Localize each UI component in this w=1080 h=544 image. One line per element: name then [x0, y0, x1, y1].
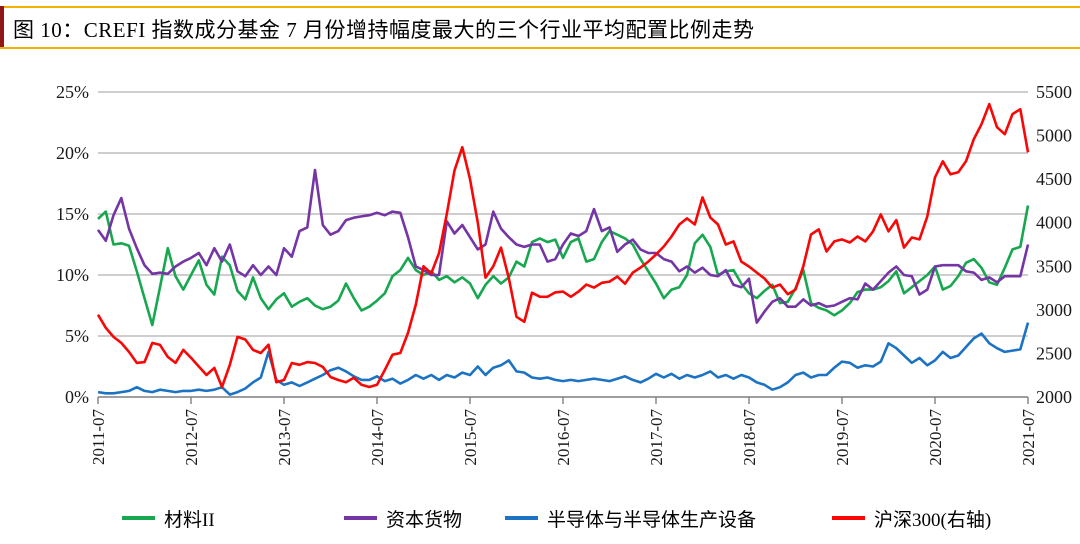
y-right-label: 4500: [1036, 169, 1072, 189]
figure-title: 图 10：CREFI 指数成分基金 7 月份增持幅度最大的三个行业平均配置比例走…: [13, 18, 755, 42]
series-line-materials-ii: [97, 205, 1030, 327]
y-left-label: 25%: [56, 82, 89, 102]
x-tick-label: 2015-07: [461, 409, 480, 466]
legend-label-csi300: 沪深300(右轴): [874, 509, 992, 531]
y-right-label: 3000: [1036, 300, 1072, 320]
y-right-label: 5500: [1036, 82, 1072, 102]
legend-item-csi300: 沪深300(右轴): [832, 507, 992, 531]
series-line-semiconductor: [97, 322, 1030, 396]
x-tick-label: 2021-07: [1019, 409, 1038, 466]
x-tick-label: 2020-07: [926, 409, 945, 466]
y-right-label: 5000: [1036, 126, 1072, 146]
x-tick-label: 2016-07: [554, 409, 573, 466]
legend-item-semiconductor: 半导体与半导体生产设备: [505, 507, 757, 531]
legend-label-capital-goods: 资本货物: [386, 509, 463, 531]
y-left-label: 15%: [56, 204, 89, 224]
legend-swatch-materials-ii: [122, 516, 155, 520]
x-tick-label: 2011-07: [89, 409, 108, 466]
series-line-csi300: [96, 102, 1030, 389]
y-right-label: 3500: [1036, 256, 1072, 276]
x-tick-label: 2014-07: [368, 409, 387, 466]
legend-swatch-capital-goods: [344, 516, 377, 520]
x-tick-label: 2013-07: [275, 409, 294, 466]
y-right-label: 4000: [1036, 213, 1072, 233]
y-left-label: 0%: [65, 387, 89, 407]
legend-label-semiconductor: 半导体与半导体生产设备: [547, 509, 757, 531]
x-tick-label: 2019-07: [833, 409, 852, 466]
x-tick-label: 2012-07: [182, 409, 201, 466]
legend-label-materials-ii: 材料II: [164, 509, 215, 531]
x-tick-label: 2017-07: [647, 409, 666, 466]
legend-item-materials-ii: 材料II: [122, 507, 215, 531]
y-right-label: 2000: [1036, 387, 1072, 407]
title-accent-bar: [0, 6, 4, 49]
legend-swatch-semiconductor: [505, 516, 538, 520]
title-rule-top: [0, 6, 1080, 8]
legend-swatch-csi300: [832, 516, 865, 520]
series-line-capital-goods: [96, 168, 1030, 324]
legend-item-capital-goods: 资本货物: [344, 507, 463, 531]
y-left-label: 20%: [56, 143, 89, 163]
x-tick-label: 2018-07: [740, 409, 759, 466]
y-right-label: 2500: [1036, 343, 1072, 363]
y-left-label: 10%: [56, 265, 89, 285]
y-left-label: 5%: [65, 326, 89, 346]
title-rule-bottom: [0, 47, 1080, 49]
